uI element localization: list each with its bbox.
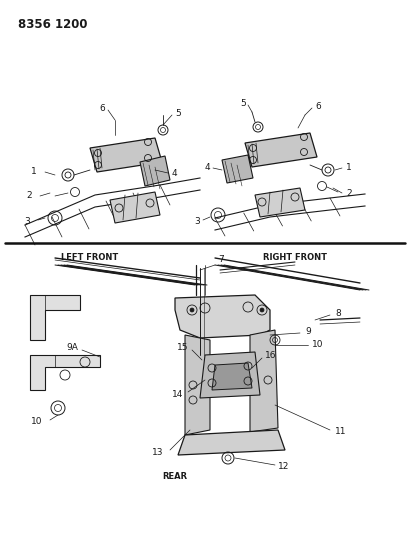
Text: 4: 4 bbox=[204, 163, 209, 172]
Text: 11: 11 bbox=[334, 427, 346, 437]
Text: 14: 14 bbox=[171, 391, 182, 400]
Polygon shape bbox=[110, 192, 160, 223]
Polygon shape bbox=[30, 355, 100, 390]
Polygon shape bbox=[175, 295, 270, 338]
Polygon shape bbox=[30, 295, 80, 340]
Polygon shape bbox=[178, 430, 284, 455]
Polygon shape bbox=[90, 138, 162, 172]
Text: 2: 2 bbox=[26, 191, 32, 200]
Text: 6: 6 bbox=[314, 101, 320, 110]
Polygon shape bbox=[211, 363, 252, 390]
Text: 8: 8 bbox=[334, 309, 340, 318]
Circle shape bbox=[259, 308, 263, 312]
Text: 10: 10 bbox=[30, 417, 42, 426]
Text: 9A: 9A bbox=[66, 343, 78, 352]
Text: 10: 10 bbox=[311, 341, 323, 350]
Text: 9: 9 bbox=[304, 327, 310, 336]
Text: 3: 3 bbox=[24, 217, 30, 227]
Text: 15: 15 bbox=[176, 343, 188, 352]
Polygon shape bbox=[139, 156, 170, 186]
Text: 4: 4 bbox=[172, 168, 177, 177]
Polygon shape bbox=[245, 133, 316, 167]
Text: 5: 5 bbox=[240, 99, 245, 108]
Text: 13: 13 bbox=[151, 448, 163, 457]
Polygon shape bbox=[249, 330, 277, 432]
Text: 5: 5 bbox=[175, 109, 180, 117]
Polygon shape bbox=[221, 155, 252, 183]
Polygon shape bbox=[254, 188, 304, 217]
Text: RIGHT FRONT: RIGHT FRONT bbox=[262, 253, 326, 262]
Text: 3: 3 bbox=[194, 217, 200, 227]
Text: 8356 1200: 8356 1200 bbox=[18, 18, 87, 31]
Polygon shape bbox=[184, 335, 209, 435]
Circle shape bbox=[189, 308, 193, 312]
Text: 12: 12 bbox=[277, 463, 289, 472]
Text: REAR: REAR bbox=[162, 472, 187, 481]
Polygon shape bbox=[200, 352, 259, 398]
Text: 1: 1 bbox=[31, 167, 37, 176]
Text: 1: 1 bbox=[345, 164, 351, 173]
Text: 6: 6 bbox=[99, 103, 105, 112]
Text: LEFT FRONT: LEFT FRONT bbox=[61, 253, 118, 262]
Text: 16: 16 bbox=[264, 351, 276, 360]
Text: 2: 2 bbox=[345, 189, 351, 198]
Text: 7: 7 bbox=[218, 255, 223, 264]
